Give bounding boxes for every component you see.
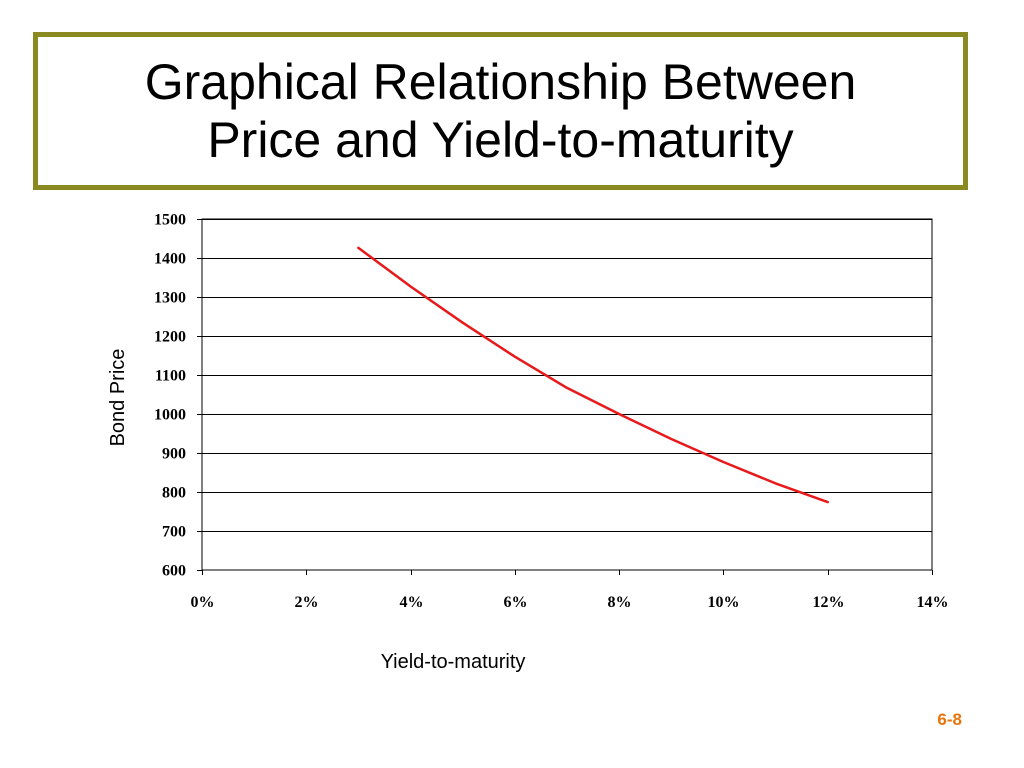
y-tick-label: 1400 — [154, 251, 186, 268]
series-line — [357, 246, 829, 504]
y-axis-label: Bond Price — [107, 349, 129, 447]
y-tick-label: 700 — [162, 524, 186, 541]
y-tick-label: 1500 — [154, 212, 186, 229]
y-tick-label: 600 — [162, 563, 186, 580]
slide-title-line-1: Graphical Relationship Between — [144, 54, 857, 110]
title-box: Graphical Relationship Between Price and… — [33, 32, 968, 190]
y-tick-label: 800 — [162, 485, 186, 502]
x-axis-ticks: 0% 2% 4% 6% 8% 10% 12% 14% — [191, 570, 949, 611]
y-tick-label: 1100 — [155, 368, 186, 385]
y-tick-label: 1000 — [154, 407, 186, 424]
x-tick-label: 2% — [295, 594, 319, 611]
y-tick-label: 1300 — [154, 290, 186, 307]
x-tick-label: 6% — [504, 594, 528, 611]
slide-title-line-2: Price and Yield-to-maturity — [207, 112, 794, 168]
y-axis-ticks: 600 700 800 900 1000 1100 1200 1300 1400 1500 — [154, 212, 202, 580]
y-tick-label: 1200 — [154, 329, 186, 346]
x-tick-label: 4% — [400, 594, 424, 611]
slide-number: 6-8 — [937, 710, 962, 729]
y-tick-label: 900 — [162, 446, 186, 463]
x-tick-label: 12% — [813, 594, 845, 611]
x-tick-label: 8% — [608, 594, 632, 611]
gridlines — [202, 219, 932, 532]
series-layer — [357, 246, 829, 504]
x-axis-label: Yield-to-maturity — [381, 651, 526, 673]
x-tick-label: 0% — [191, 594, 215, 611]
x-tick-label: 10% — [708, 594, 740, 611]
plot-area-frame — [201, 218, 933, 571]
x-tick-label: 14% — [917, 594, 949, 611]
